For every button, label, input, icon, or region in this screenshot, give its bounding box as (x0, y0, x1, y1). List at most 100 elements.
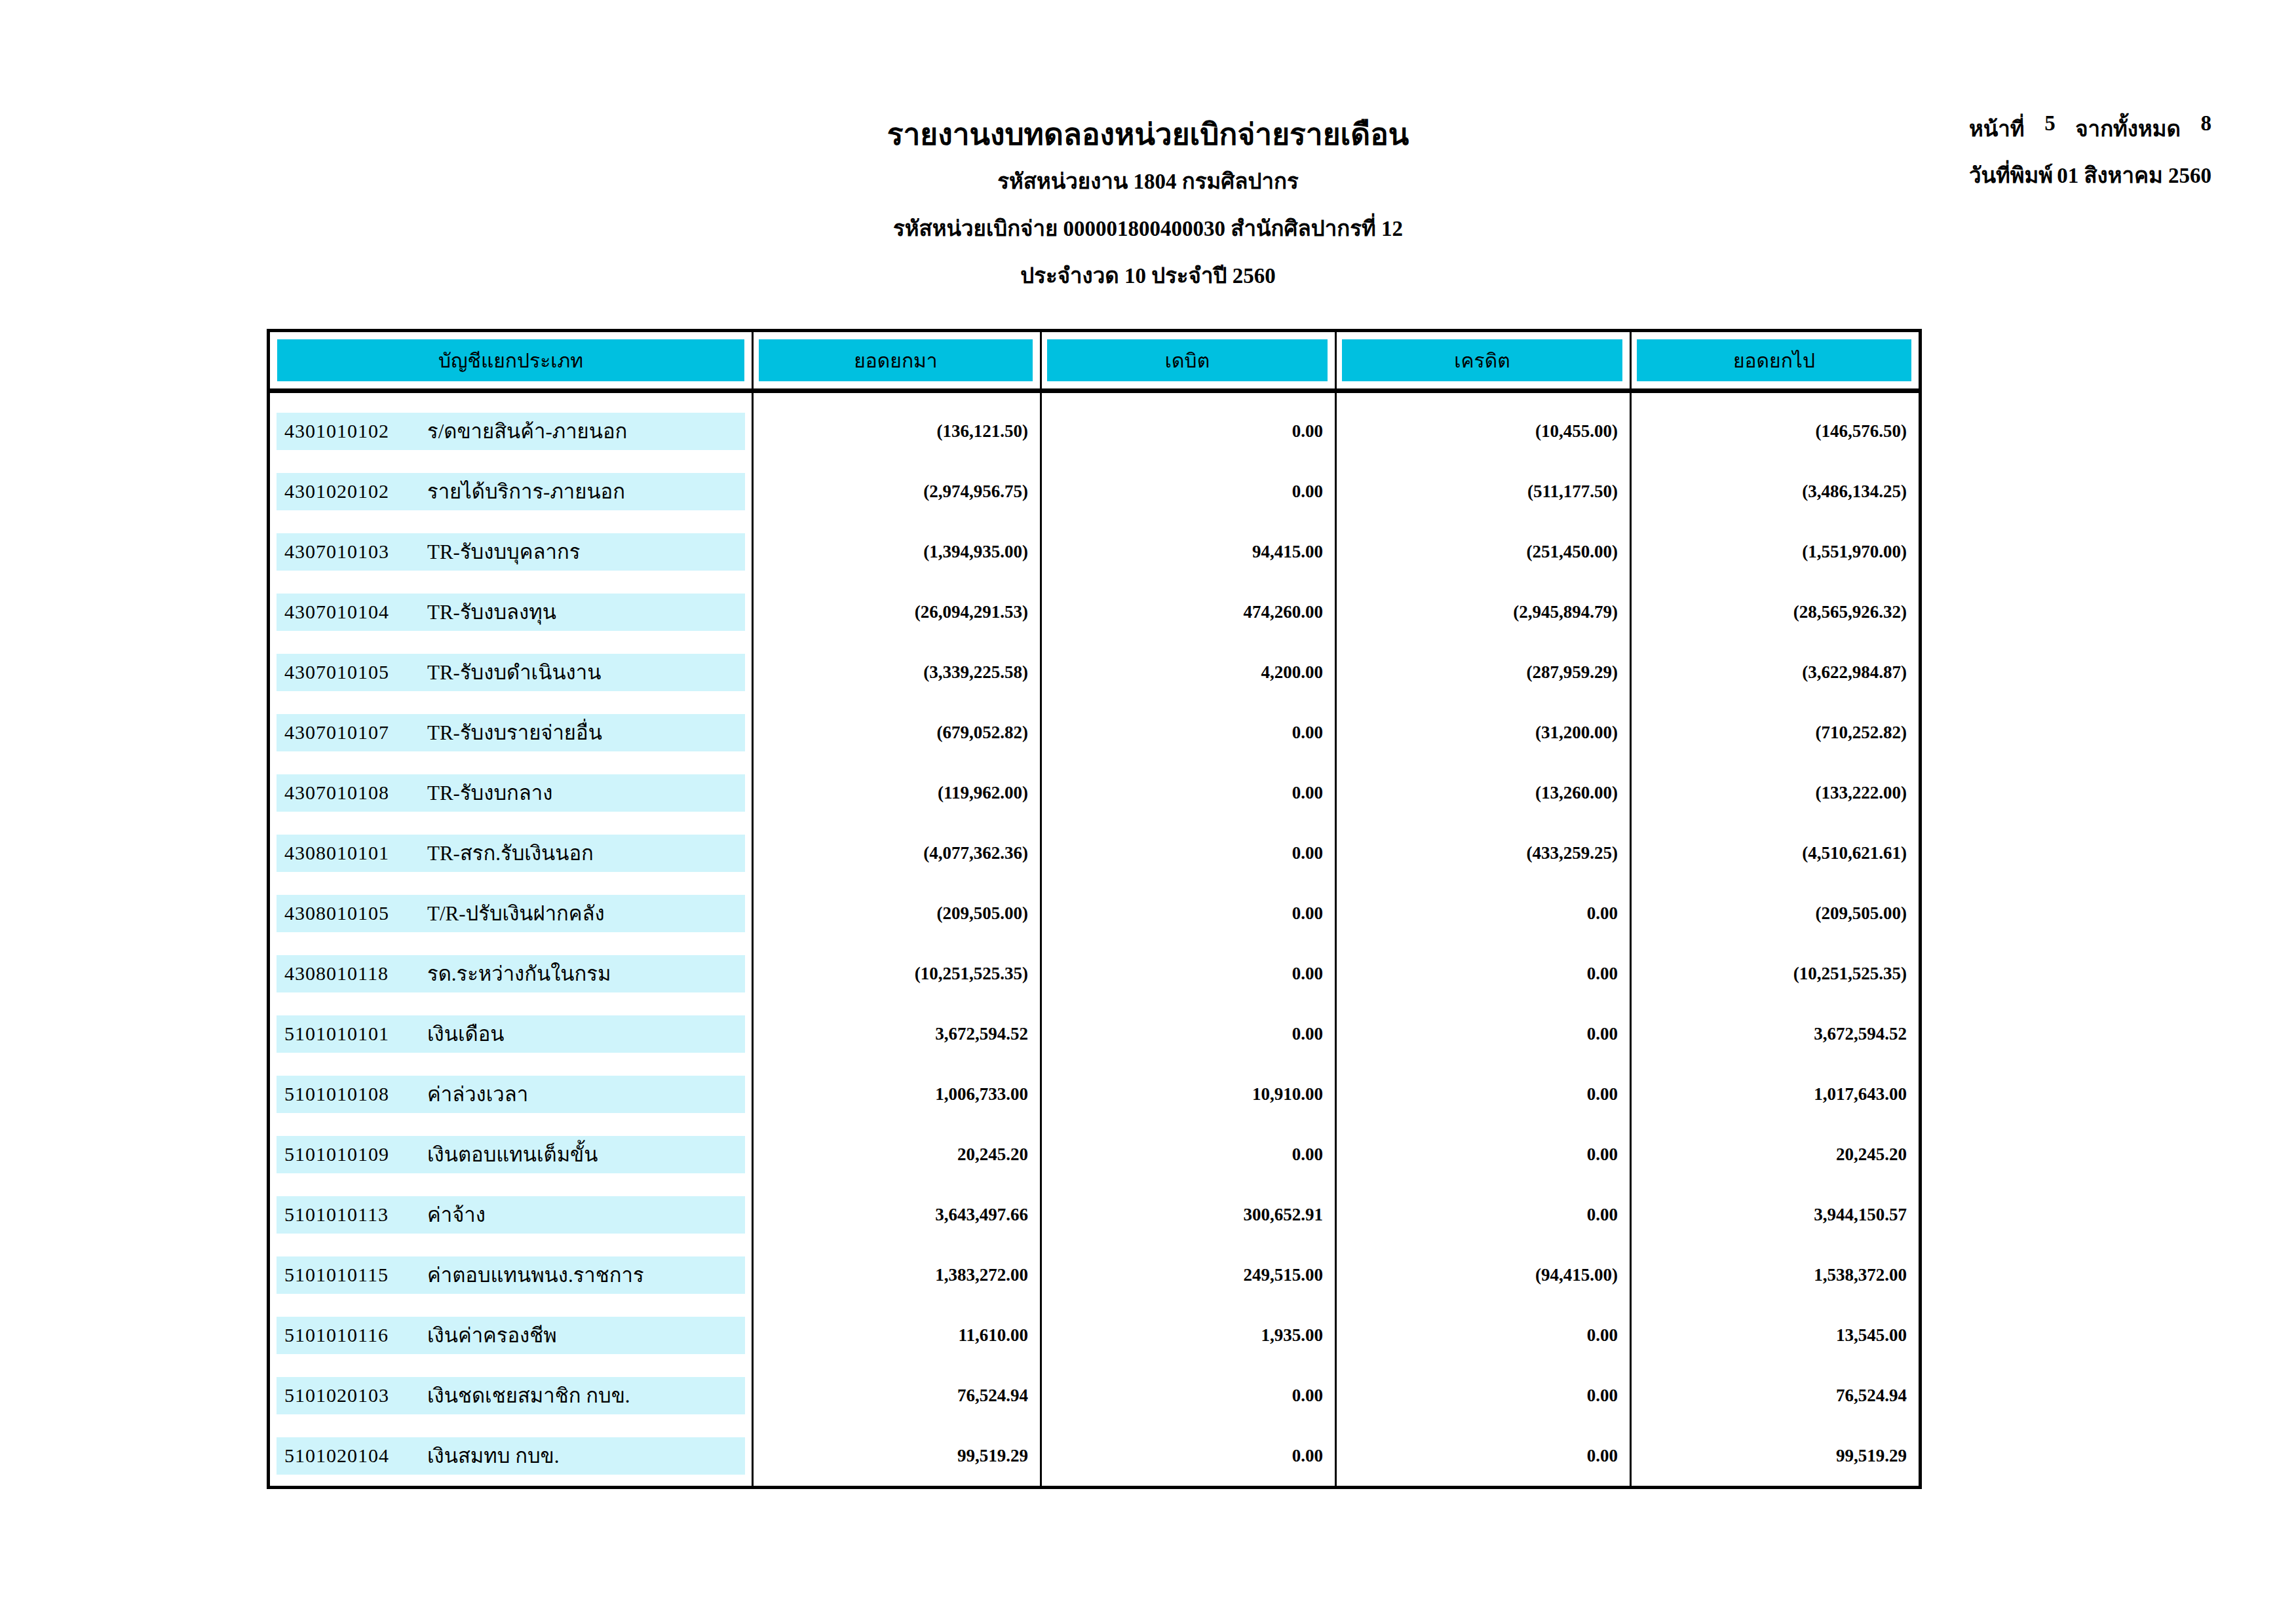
debit: 0.00 (1040, 1144, 1335, 1165)
header-cell-account: บัญชีแยกประเภท (270, 332, 752, 388)
account-highlight-band: 4301010102 ร/ดขายสินค้า-ภายนอก (277, 413, 745, 450)
page-number: 5 (2044, 111, 2056, 146)
balance-carried-forward: (3,622,984.87) (1630, 662, 1919, 683)
account-name: เงินสมทบ กบข. (427, 1439, 745, 1472)
account-cell: 5101010109 เงินตอบแทนเต็มขั้น (270, 1124, 752, 1184)
table-row: 5101010113 ค่าจ้าง 3,643,497.66 300,652.… (270, 1184, 1919, 1245)
period-line: ประจำงวด 10 ประจำปี 2560 (0, 258, 2296, 293)
credit: 0.00 (1335, 1084, 1630, 1105)
account-code: 5101010108 (284, 1083, 427, 1105)
debit: 10,910.00 (1040, 1084, 1335, 1105)
account-code: 5101020104 (284, 1445, 427, 1467)
account-name: TR-รับงบดำเนินงาน (427, 656, 745, 689)
total-pages-label: จากทั้งหมด (2075, 111, 2181, 146)
debit: 0.00 (1040, 1446, 1335, 1466)
account-highlight-band: 4301020102 รายได้บริการ-ภายนอก (277, 473, 745, 510)
account-code: 4307010107 (284, 721, 427, 744)
table-row: 4308010105 T/R-ปรับเงินฝากคลัง (209,505.… (270, 883, 1919, 943)
debit: 4,200.00 (1040, 662, 1335, 683)
table-row: 4307010107 TR-รับงบรายจ่ายอื่น (679,052.… (270, 702, 1919, 763)
account-code: 5101010101 (284, 1023, 427, 1045)
account-name: TR-รับงบกลาง (427, 776, 745, 809)
account-name: TR-รับงบรายจ่ายอื่น (427, 716, 745, 749)
table-row: 5101010101 เงินเดือน 3,672,594.52 0.00 0… (270, 1004, 1919, 1064)
agency-code-line: รหัสหน่วยงาน 1804 กรมศิลปากร (0, 164, 2296, 198)
report-page: รายงานงบทดลองหน่วยเบิกจ่ายรายเดือน รหัสห… (0, 0, 2296, 1624)
account-code: 4307010103 (284, 540, 427, 563)
debit: 249,515.00 (1040, 1265, 1335, 1285)
balance-carried-forward: (133,222.00) (1630, 783, 1919, 803)
account-highlight-band: 5101010116 เงินค่าครองชีพ (277, 1317, 745, 1354)
column-divider (1630, 332, 1632, 1486)
balance-carried-forward: (209,505.00) (1630, 903, 1919, 924)
table-row: 4307010105 TR-รับงบดำเนินงาน (3,339,225.… (270, 642, 1919, 702)
account-name: TR-รับงบบุคลากร (427, 535, 745, 568)
account-highlight-band: 4308010101 TR-สรก.รับเงินนอก (277, 835, 745, 872)
balance-brought-forward: (26,094,291.53) (752, 602, 1040, 622)
header-label-credit: เครดิต (1342, 339, 1622, 381)
credit: (2,945,894.79) (1335, 602, 1630, 622)
table-row: 5101010108 ค่าล่วงเวลา 1,006,733.00 10,9… (270, 1064, 1919, 1124)
table-row: 4301010102 ร/ดขายสินค้า-ภายนอก (136,121.… (270, 401, 1919, 461)
balance-brought-forward: 11,610.00 (752, 1325, 1040, 1346)
account-code: 5101010109 (284, 1143, 427, 1165)
debit: 0.00 (1040, 723, 1335, 743)
account-code: 4301010102 (284, 420, 427, 442)
balance-carried-forward: (146,576.50) (1630, 421, 1919, 442)
header-cell-debit: เดบิต (1040, 332, 1335, 388)
balance-carried-forward: (4,510,621.61) (1630, 843, 1919, 863)
account-code: 4307010105 (284, 661, 427, 683)
account-code: 4307010108 (284, 782, 427, 804)
account-cell: 4301020102 รายได้บริการ-ภายนอก (270, 461, 752, 521)
account-highlight-band: 4307010104 TR-รับงบลงทุน (277, 594, 745, 631)
balance-carried-forward: (1,551,970.00) (1630, 542, 1919, 562)
table-row: 4301020102 รายได้บริการ-ภายนอก (2,974,95… (270, 461, 1919, 521)
account-highlight-band: 5101010115 ค่าตอบแทนพนง.ราชการ (277, 1256, 745, 1294)
balance-carried-forward: (3,486,134.25) (1630, 482, 1919, 502)
account-cell: 4307010103 TR-รับงบบุคลากร (270, 521, 752, 582)
balance-brought-forward: (1,394,935.00) (752, 542, 1040, 562)
balance-brought-forward: 20,245.20 (752, 1144, 1040, 1165)
table-row: 5101010115 ค่าตอบแทนพนง.ราชการ 1,383,272… (270, 1245, 1919, 1305)
credit: 0.00 (1335, 903, 1630, 924)
credit: 0.00 (1335, 964, 1630, 984)
account-name: เงินชดเชยสมาชิก กบข. (427, 1379, 745, 1412)
balance-brought-forward: (209,505.00) (752, 903, 1040, 924)
account-name: ค่าจ้าง (427, 1198, 745, 1231)
account-code: 4308010105 (284, 902, 427, 924)
account-cell: 4307010104 TR-รับงบลงทุน (270, 582, 752, 642)
credit: (10,455.00) (1335, 421, 1630, 442)
account-highlight-band: 5101010109 เงินตอบแทนเต็มขั้น (277, 1136, 745, 1173)
balance-carried-forward: 3,944,150.57 (1630, 1205, 1919, 1225)
balance-brought-forward: 3,643,497.66 (752, 1205, 1040, 1225)
balance-carried-forward: 99,519.29 (1630, 1446, 1919, 1466)
debit: 0.00 (1040, 843, 1335, 863)
account-code: 4308010101 (284, 842, 427, 864)
debit: 94,415.00 (1040, 542, 1335, 562)
balance-brought-forward: (3,339,225.58) (752, 662, 1040, 683)
balance-brought-forward: 1,383,272.00 (752, 1265, 1040, 1285)
balance-carried-forward: (710,252.82) (1630, 723, 1919, 743)
account-highlight-band: 5101020104 เงินสมทบ กบข. (277, 1437, 745, 1475)
account-highlight-band: 4307010108 TR-รับงบกลาง (277, 774, 745, 812)
account-cell: 4307010108 TR-รับงบกลาง (270, 763, 752, 823)
debit: 0.00 (1040, 964, 1335, 984)
credit: 0.00 (1335, 1325, 1630, 1346)
debit: 474,260.00 (1040, 602, 1335, 622)
table-row: 4307010104 TR-รับงบลงทุน (26,094,291.53)… (270, 582, 1919, 642)
account-cell: 5101010101 เงินเดือน (270, 1004, 752, 1064)
balance-carried-forward: 20,245.20 (1630, 1144, 1919, 1165)
column-divider (1040, 332, 1042, 1486)
account-name: เงินตอบแทนเต็มขั้น (427, 1138, 745, 1171)
account-name: ค่าล่วงเวลา (427, 1078, 745, 1110)
account-cell: 5101010116 เงินค่าครองชีพ (270, 1305, 752, 1365)
credit: (251,450.00) (1335, 542, 1630, 562)
account-name: รด.ระหว่างกันในกรม (427, 957, 745, 990)
account-name: ค่าตอบแทนพนง.ราชการ (427, 1258, 745, 1291)
header-cell-brought-forward: ยอดยกมา (752, 332, 1040, 388)
account-cell: 4308010118 รด.ระหว่างกันในกรม (270, 943, 752, 1004)
header-label-carried-forward: ยอดยกไป (1637, 339, 1911, 381)
account-cell: 4301010102 ร/ดขายสินค้า-ภายนอก (270, 401, 752, 461)
account-highlight-band: 5101010113 ค่าจ้าง (277, 1196, 745, 1234)
account-cell: 4307010107 TR-รับงบรายจ่ายอื่น (270, 702, 752, 763)
